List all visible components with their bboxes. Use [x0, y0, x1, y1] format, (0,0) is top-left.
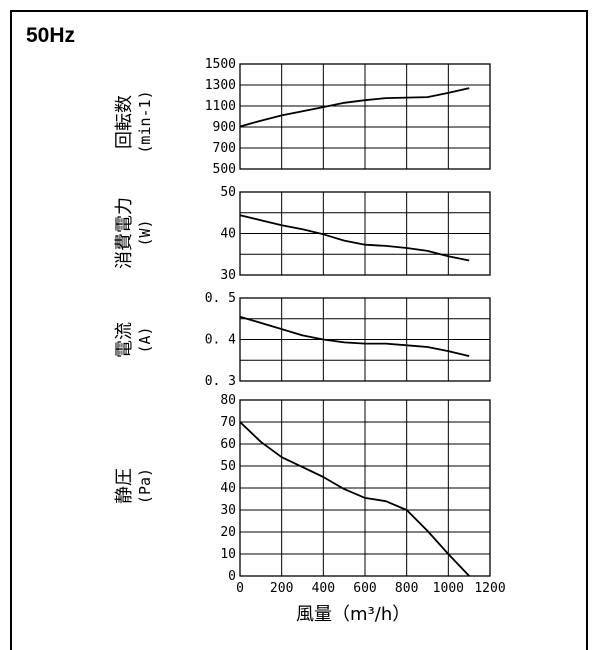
y-tick-label: 40 [220, 481, 236, 496]
y-axis-unit: (Pa) [136, 468, 154, 504]
panel-1: 1500 1300 1100 900 700 500 回転数 (min-1) [114, 57, 491, 177]
series-line [239, 421, 470, 577]
y-tick-label: 60 [220, 437, 236, 452]
y-tick-label: 1300 [205, 78, 236, 93]
y-axis-title: 回転数 [114, 95, 135, 149]
y-axis-unit: (min-1) [136, 90, 154, 153]
frequency-label: 50Hz [26, 24, 76, 47]
y-axis-label: 回転数 (min-1) [114, 90, 154, 153]
y-tick-label: 30 [220, 503, 236, 518]
y-tick-label: 30 [220, 268, 236, 283]
y-tick-label: 0. 3 [205, 374, 236, 389]
y-tick-label: 500 [213, 162, 236, 177]
series-line [239, 315, 470, 357]
x-tick-label: 1200 [474, 581, 505, 596]
series-line [239, 214, 470, 262]
y-axis-title: 消費電力 [114, 197, 135, 269]
y-tick-label: 50 [220, 459, 236, 474]
y-tick-label: 50 [220, 185, 236, 200]
y-tick-label: 80 [220, 393, 236, 408]
y-tick-label: 900 [213, 120, 236, 135]
x-tick-label: 0 [236, 581, 244, 596]
y-tick-label: 10 [220, 547, 236, 562]
y-axis-label: 静圧 (Pa) [114, 468, 154, 504]
y-axis-label: 電流 (A) [114, 322, 154, 358]
x-axis-label: 風量（m³/h） [296, 604, 410, 625]
plot-frame [239, 63, 491, 170]
y-tick-label: 1100 [205, 99, 236, 114]
y-tick-label: 0. 4 [205, 333, 236, 348]
x-tick-label: 400 [312, 581, 335, 596]
y-axis-unit: (W) [136, 219, 154, 246]
y-tick-label: 1500 [205, 57, 236, 72]
plot-frame [239, 297, 491, 382]
y-axis-label: 消費電力 (W) [114, 197, 154, 269]
plot-frame [239, 191, 491, 276]
y-axis-title: 静圧 [114, 468, 135, 504]
y-tick-label: 0 [228, 569, 236, 584]
x-tick-label: 1000 [433, 581, 464, 596]
plot-frame [239, 399, 491, 577]
x-tick-label: 800 [395, 581, 418, 596]
panel-3: 0. 5 0. 4 0. 3 電流 (A) [114, 291, 491, 389]
y-tick-label: 70 [220, 415, 236, 430]
y-tick-label: 0. 5 [205, 291, 236, 306]
x-tick-label: 600 [353, 581, 376, 596]
panel-4: 80 70 60 50 40 30 20 10 0 静圧 (Pa) [114, 393, 491, 584]
figure-frame [10, 10, 588, 650]
series-line [239, 87, 470, 128]
y-axis-unit: (A) [136, 326, 154, 353]
y-tick-label: 20 [220, 525, 236, 540]
y-axis-title: 電流 [114, 322, 135, 358]
x-tick-label: 200 [270, 581, 293, 596]
panel-2: 50 40 30 消費電力 (W) [114, 185, 491, 283]
y-tick-label: 700 [213, 141, 236, 156]
y-tick-label: 40 [220, 227, 236, 242]
